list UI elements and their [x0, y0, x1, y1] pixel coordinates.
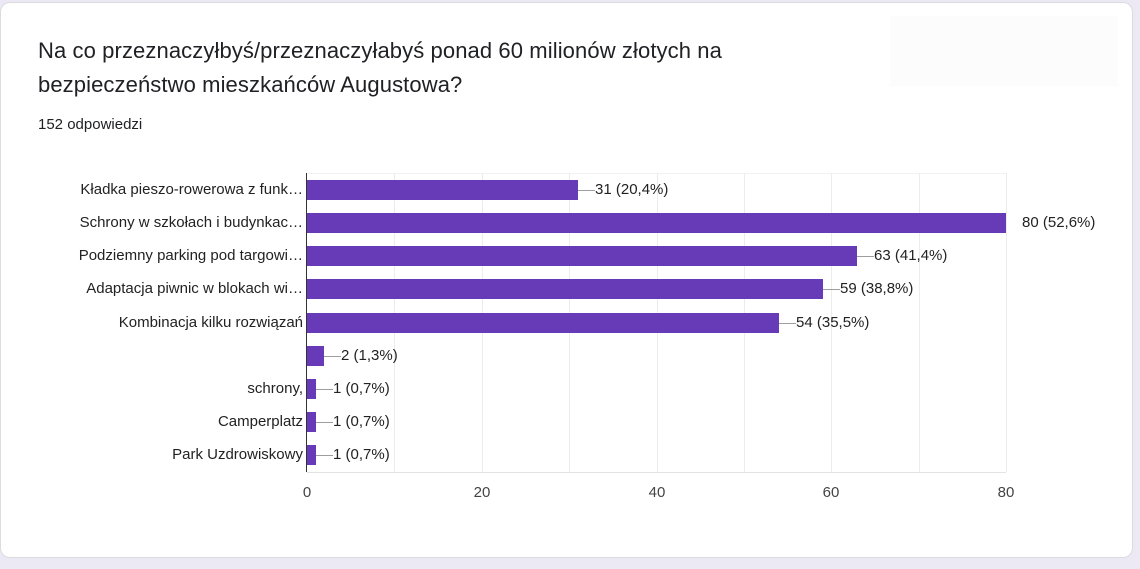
leader-line — [779, 323, 796, 324]
value-label: 2 (1,3%) — [341, 347, 398, 364]
leader-line — [578, 190, 595, 191]
gridline — [831, 173, 832, 472]
value-label: 63 (41,4%) — [874, 247, 948, 264]
leader-line — [316, 422, 333, 423]
x-tick-label: 20 — [473, 484, 491, 501]
x-tick-label: 0 — [302, 484, 312, 501]
y-axis-line — [306, 173, 307, 472]
leader-line — [857, 256, 874, 257]
bar[interactable] — [307, 279, 823, 299]
value-label: 80 (52,6%) — [1022, 214, 1096, 231]
category-label: schrony, — [247, 380, 303, 397]
category-label: Camperplatz — [217, 413, 303, 430]
bar[interactable] — [307, 213, 1006, 233]
x-tick-label: 80 — [997, 484, 1015, 501]
leader-line — [823, 289, 840, 290]
leader-line — [324, 356, 341, 357]
value-label: 54 (35,5%) — [796, 314, 870, 331]
bar[interactable] — [307, 445, 316, 465]
bar[interactable] — [307, 412, 316, 432]
category-label: Kombinacja kilku rozwiązań — [118, 314, 303, 331]
value-label: 31 (20,4%) — [595, 181, 669, 198]
category-label: Park Uzdrowiskowy — [172, 446, 303, 463]
bar[interactable] — [307, 379, 316, 399]
category-label: Adaptacja piwnic w blokach wi… — [86, 280, 303, 297]
bar[interactable] — [307, 246, 857, 266]
x-tick-label: 60 — [822, 484, 840, 501]
x-axis-baseline — [307, 472, 1006, 473]
bar[interactable] — [307, 313, 779, 333]
card-action-area — [890, 16, 1118, 86]
bar[interactable] — [307, 180, 578, 200]
category-label: Kładka pieszo-rowerowa z funk… — [80, 181, 303, 198]
question-title: Na co przeznaczyłbyś/przeznaczyłabyś pon… — [38, 38, 722, 97]
value-label: 1 (0,7%) — [333, 380, 390, 397]
gridline — [1006, 173, 1007, 472]
value-label: 59 (38,8%) — [840, 280, 914, 297]
response-count: 152 odpowiedzi — [38, 116, 143, 133]
leader-line — [316, 455, 333, 456]
category-label: Podziemny parking pod targowi… — [78, 247, 303, 264]
gridline — [919, 173, 920, 472]
x-tick-label: 40 — [648, 484, 666, 501]
category-label: Schrony w szkołach i budynkac… — [79, 214, 303, 231]
bar[interactable] — [307, 346, 324, 366]
value-label: 1 (0,7%) — [333, 413, 390, 430]
value-label: 1 (0,7%) — [333, 446, 390, 463]
plot-top-border — [307, 173, 1006, 174]
leader-line — [316, 389, 333, 390]
